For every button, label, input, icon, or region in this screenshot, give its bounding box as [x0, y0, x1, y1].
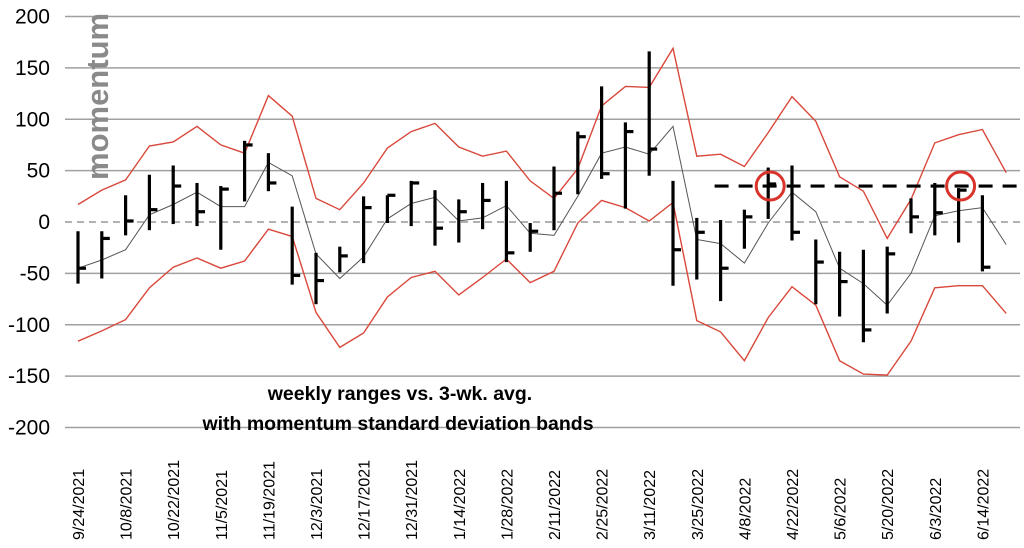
- x-tick-label: 11/5/2021: [214, 470, 231, 540]
- lower-band-line: [77, 199, 1007, 376]
- x-tick-label: 2/11/2022: [547, 470, 564, 540]
- x-tick-label: 6/3/2022: [928, 478, 945, 540]
- y-axis-label: momentum: [80, 13, 115, 180]
- x-axis-ticks: 9/24/2021 10/8/2021 10/22/2021 11/5/2021 11/…: [71, 460, 992, 540]
- chart-title-line-1: weekly ranges vs. 3-wk. avg.: [267, 383, 532, 405]
- x-tick-label: 6/14/2022: [975, 469, 992, 540]
- x-tick-label: 3/25/2022: [690, 469, 707, 540]
- y-tick-label: 50: [27, 160, 50, 183]
- y-tick-label: 200: [15, 6, 50, 29]
- x-tick-label: 4/22/2022: [785, 469, 802, 540]
- x-tick-label: 12/31/2021: [404, 460, 421, 540]
- avg-line: [77, 125, 1007, 306]
- y-tick-label: 100: [15, 108, 50, 131]
- x-tick-label: 2/25/2022: [595, 469, 612, 540]
- series-lines: [77, 46, 1007, 376]
- y-tick-label: 0: [38, 211, 50, 234]
- x-tick-label: 5/20/2022: [880, 469, 897, 540]
- x-tick-label: 1/14/2022: [452, 469, 469, 540]
- highlight-circle: [754, 170, 786, 202]
- x-tick-label: 1/28/2022: [499, 469, 516, 540]
- y-tick-label: 150: [15, 57, 50, 80]
- y-tick-label: -150: [8, 365, 50, 388]
- x-tick-label: 5/6/2022: [833, 478, 850, 540]
- x-tick-label: 12/3/2021: [309, 469, 326, 540]
- x-tick-label: 10/8/2021: [119, 469, 136, 540]
- x-tick-label: 10/22/2021: [166, 460, 183, 540]
- x-tick-label: 4/8/2022: [737, 478, 754, 540]
- highlight-circle: [945, 170, 977, 202]
- upper-band-line: [77, 46, 1007, 240]
- y-tick-label: -100: [8, 314, 50, 337]
- annotations: [714, 170, 1020, 202]
- y-axis-ticks: 200 150 100 50 0 -50 -100 -150 -200: [8, 6, 50, 440]
- x-tick-label: 9/24/2021: [71, 469, 88, 540]
- x-tick-label: 11/19/2021: [261, 461, 278, 540]
- weekly-range-bars: [76, 51, 991, 343]
- y-tick-label: -50: [20, 262, 50, 285]
- x-tick-label: 12/17/2021: [357, 460, 374, 540]
- gridlines: [65, 15, 1020, 429]
- x-tick-label: 3/11/2022: [642, 470, 659, 540]
- y-tick-label: -200: [8, 417, 50, 440]
- chart-title-line-2: with momentum standard deviation bands: [201, 413, 593, 435]
